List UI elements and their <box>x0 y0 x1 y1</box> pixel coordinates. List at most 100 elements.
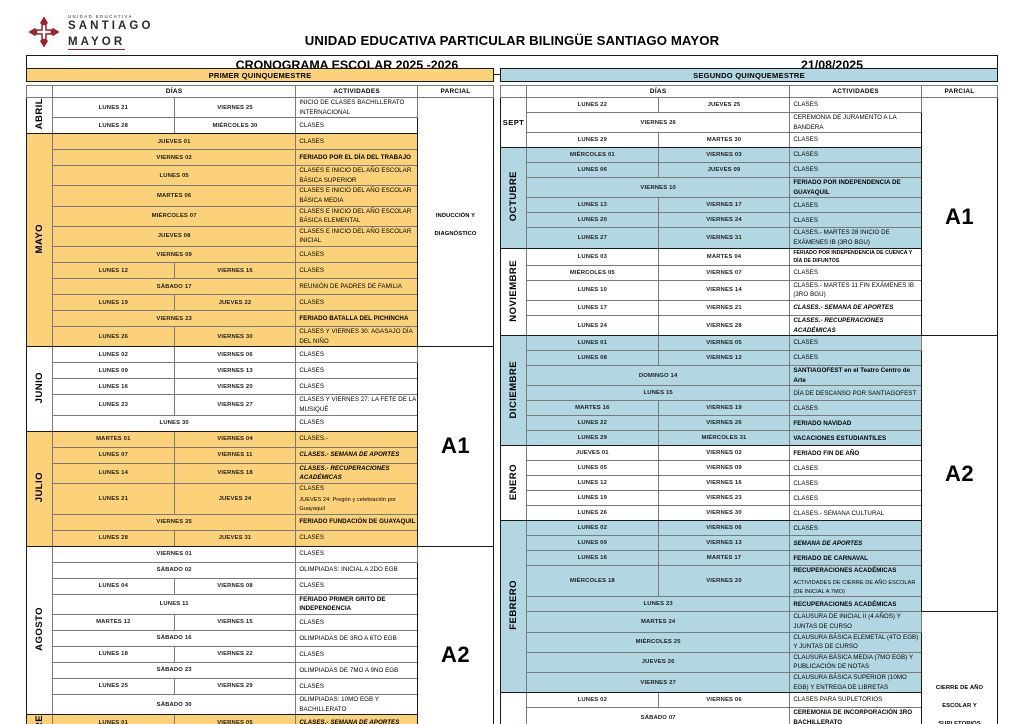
month-label-noviembre: NOVIEMBRE <box>500 247 527 337</box>
activity-cell: REUNIÓN DE PADRES DE FAMILIA <box>295 278 418 296</box>
calendar-row: LUNES 14 VIERNES 18 CLASES.- RECUPERACIONE… <box>27 462 494 484</box>
day-start: LUNES 19 <box>526 490 659 507</box>
activity-cell: FERIADO BATALLA DEL PICHINCHA <box>295 310 418 328</box>
day-end: JUEVES 25 <box>657 97 791 113</box>
band-primer-quinquemestre: PRIMER QUINQUEMESTRE <box>26 68 494 82</box>
parcial-cell: INDUCCIÓN Y DIAGNÓSTICO <box>417 96 494 348</box>
activity-line: CLAUSURA BÁSICA ELEMETAL (4TO EGB) Y JUN… <box>793 633 919 651</box>
activity-line: CLASES <box>793 166 819 174</box>
activity-line: CLASES <box>793 404 819 412</box>
activity-cell: CLASES <box>295 346 418 364</box>
table-segundo-quinquemestre: DÍAS ACTIVIDADES PARCIAL SEPT LUNES 22 JUEVES… <box>500 85 998 724</box>
calendar-row: LUNES 19 VIERNES 23 CLASES <box>501 490 998 507</box>
day-start: LUNES 07 <box>52 446 175 464</box>
day-end: VIERNES 09 <box>657 460 791 477</box>
calendar-row: LUNES 05 CLASES E INICIO DEL AÑO ESCOLAR … <box>27 165 494 187</box>
day-range: VIERNES 26 <box>525 111 791 134</box>
day-range: SÁBADO 07 <box>525 707 791 724</box>
activity-cell: CLASES <box>295 529 418 547</box>
activity-cell: CLASES <box>789 460 922 477</box>
day-start: LUNES 05 <box>526 460 659 477</box>
day-start: LUNES 26 <box>52 326 175 348</box>
activity-line: CLASES.- SEMANA DE APORTES <box>299 719 400 724</box>
activity-cell: SEMANA DE APORTES <box>789 535 922 552</box>
day-range: SÁBADO 02 <box>51 561 297 579</box>
calendar-row: LUNES 22 VIERNES 26 FERIADO NAVIDAD <box>501 415 998 432</box>
calendar-row: LUNES 08 VIERNES 12 CLASES <box>501 350 998 367</box>
activity-line: CLASES.- MARTES 11 FIN EXÁMENES IB (3RO … <box>793 281 915 299</box>
activity-cell: CLASES <box>295 294 418 312</box>
calendar-row: LUNES 10 VIERNES 14 CLASES.- MARTES 11 FIN… <box>501 279 998 302</box>
calendar-row: VIERNES 25 FERIADO FUNDACIÓN DE GUAYAQUIL <box>27 513 494 531</box>
calendar-row: SEPT LUNES 22 JUEVES 25 CLASES A1 <box>500 96 998 337</box>
day-range: LUNES 30 <box>51 414 297 432</box>
calendar-row: LUNES 12 VIERNES 16 CLASES <box>501 475 998 492</box>
activity-line: CLASES <box>793 524 819 532</box>
activity-cell: CLASES.- RECUPERACIONES ACADÉMICAS <box>295 462 418 484</box>
activity-cell: DÍA DE DESCANSO POR SANTIAGOFEST <box>789 385 922 402</box>
calendar-row: LUNES 15 DÍA DE DESCANSO POR SANTIAGOFEST <box>501 385 998 402</box>
day-start: LUNES 29 <box>526 430 659 447</box>
calendar-row: LUNES 21 JUEVES 24 CLASES JUEVES 24: Pregón… <box>27 482 494 515</box>
day-start: LUNES 06 <box>526 162 659 179</box>
activity-line: CLASES E INICIO DEL AÑO ESCOLAR BÁSICA S… <box>299 167 412 184</box>
activity-line: FERIADO BATALLA DEL PICHINCHA <box>299 314 409 322</box>
day-end: VIERNES 13 <box>173 362 297 380</box>
activity-line: CLASES.- SEMANA CULTURAL <box>793 509 885 517</box>
day-end: VIERNES 16 <box>657 475 791 492</box>
activity-line: CLASES <box>299 534 325 542</box>
calendar-row: LUNES 29 MARTES 30 CLASES <box>501 132 998 149</box>
activity-cell: CLASES <box>789 132 922 149</box>
parcial-cell: A1 <box>417 346 494 547</box>
calendar-row: MARTES 16 VIERNES 19 CLASES <box>501 400 998 417</box>
day-range: LUNES 23 <box>525 596 791 613</box>
calendar-row: LUNES 13 VIERNES 17 CLASES <box>501 197 998 214</box>
month-label-marzo: MARZO <box>500 692 527 724</box>
activity-cell: CLAUSURA DE INICIAL II (4 AÑOS) Y JUNTAS… <box>789 611 922 633</box>
activity-cell: CLASES.- SEMANA DE APORTES <box>295 714 418 724</box>
table-primer-quinquemestre: DÍAS ACTIVIDADES PARCIAL ABRIL LUNES 21 VIERN… <box>26 85 494 724</box>
day-start: LUNES 21 <box>52 96 175 119</box>
calendar-row: JUNIO LUNES 02 VIERNES 06 CLASES A1 <box>26 346 494 547</box>
calendar-row: LUNES 19 JUEVES 22 CLASES <box>27 294 494 312</box>
calendar-row: LUNES 28 JUEVES 31 CLASES <box>27 529 494 547</box>
calendar-row: MAYO JUEVES 01 CLASES <box>26 133 494 348</box>
activity-line: RECUPERACIONES ACADÉMICAS <box>793 567 897 575</box>
activity-line: CLASES <box>299 137 325 145</box>
day-start: LUNES 16 <box>52 378 175 396</box>
day-start: LUNES 17 <box>526 300 659 316</box>
activity-line: CLASES <box>299 484 325 492</box>
day-start: LUNES 09 <box>52 362 175 380</box>
activity-cell: RECUPERACIONES ACADÉMICAS <box>789 596 922 613</box>
day-start: LUNES 02 <box>526 692 659 709</box>
activity-cell: CLASES <box>295 133 418 151</box>
day-start: MARTES 01 <box>52 430 175 448</box>
month-label-octubre: OCTUBRE <box>500 147 527 249</box>
day-range: MIÉRCOLES 07 <box>51 205 297 227</box>
calendar-row: JULIO MARTES 01 VIERNES 04 CLASES.- <box>26 430 494 547</box>
month-label-julio: JULIO <box>26 430 53 547</box>
day-end: VIERNES 20 <box>173 378 297 396</box>
day-end: VIERNES 15 <box>173 613 297 631</box>
activity-cell: CLASES <box>295 117 418 135</box>
activity-line: CLAUSURA DE INICIAL II (4 AÑOS) Y JUNTAS… <box>793 613 901 630</box>
day-end: VIERNES 29 <box>173 677 297 695</box>
day-end: VIERNES 24 <box>657 212 791 229</box>
activity-line: CLASES <box>299 121 325 129</box>
calendar-row: LUNES 05 VIERNES 09 CLASES <box>501 460 998 477</box>
activity-cell: CLASES.- MARTES 28 INICIO DE EXÁMENES IB… <box>789 227 922 249</box>
activity-line: CLASES.- MARTES 28 INICIO DE EXÁMENES IB… <box>793 229 890 247</box>
day-start: LUNES 13 <box>526 197 659 214</box>
calendar-row: LUNES 11 FERIADO PRIMER GRITO DE INDEPEND… <box>27 593 494 615</box>
day-start: LUNES 12 <box>52 262 175 280</box>
activity-line: INICIO DE CLASES BACHILLERATO INTERNACIO… <box>299 99 405 116</box>
activity-cell: CLASES <box>295 414 418 432</box>
activity-line: CLAUSURA BÁSICA MEDIA (7MO EGB) Y PUBLIC… <box>793 653 914 671</box>
activity-cell: CLASES <box>295 645 418 663</box>
day-start: JUEVES 01 <box>526 445 659 462</box>
logo-kicker: UNIDAD EDUCATIVA <box>68 14 133 19</box>
activity-line: SANTIAGOFEST en el Teatro Centro de Arte <box>793 367 911 384</box>
day-end: VIERNES 11 <box>173 446 297 464</box>
activity-cell: CLASES <box>789 197 922 214</box>
